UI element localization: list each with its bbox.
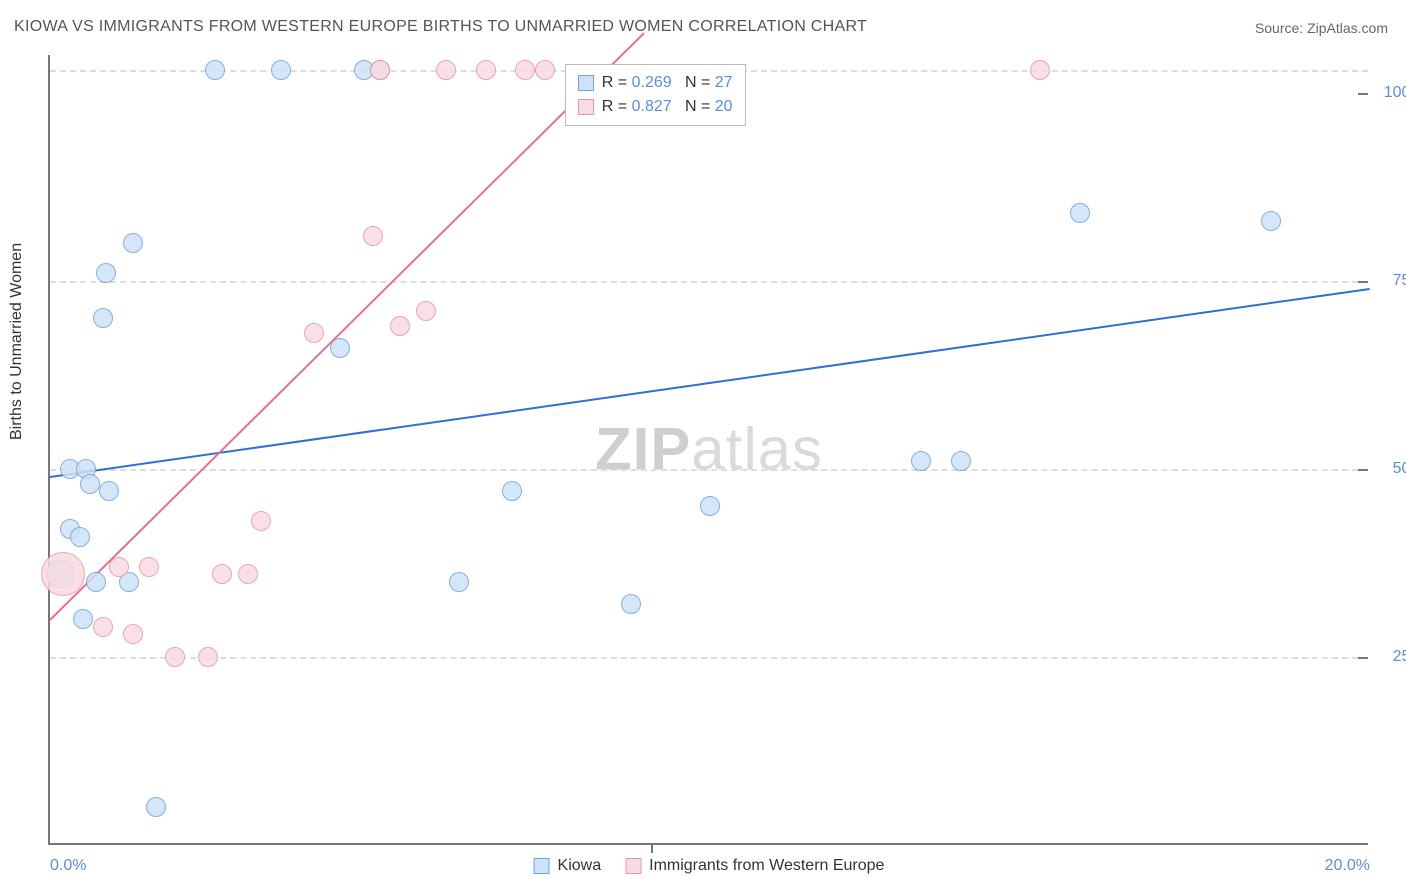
y-tick <box>1358 93 1368 95</box>
watermark-thin: atlas <box>691 416 823 483</box>
data-point <box>80 474 100 494</box>
data-point <box>165 647 185 667</box>
y-axis-title: Births to Unmarried Women <box>8 243 26 440</box>
data-point <box>304 323 324 343</box>
legend-swatch <box>578 75 594 91</box>
legend-text: R = 0.269 N = 27 <box>602 74 733 92</box>
watermark-bold: ZIP <box>595 416 691 483</box>
y-tick <box>1358 657 1368 659</box>
data-point <box>238 564 258 584</box>
data-point <box>93 617 113 637</box>
x-tick-label: 20.0% <box>1325 857 1370 875</box>
data-point <box>1030 60 1050 80</box>
data-point <box>205 60 225 80</box>
data-point <box>93 308 113 328</box>
data-point <box>515 60 535 80</box>
data-point <box>146 797 166 817</box>
data-point <box>96 263 116 283</box>
data-point <box>198 647 218 667</box>
data-point <box>363 226 383 246</box>
y-tick-label: 25.0% <box>1393 648 1406 666</box>
data-point <box>700 496 720 516</box>
data-point <box>370 60 390 80</box>
x-tick <box>651 843 653 853</box>
legend-item: Kiowa <box>534 857 602 875</box>
legend-swatch <box>578 99 594 115</box>
data-point <box>109 557 129 577</box>
legend-text: R = 0.827 N = 20 <box>602 98 733 116</box>
x-tick-label: 0.0% <box>50 857 86 875</box>
chart-title: KIOWA VS IMMIGRANTS FROM WESTERN EUROPE … <box>14 18 867 36</box>
trend-line <box>50 288 1370 478</box>
y-tick-label: 50.0% <box>1393 460 1406 478</box>
data-point <box>271 60 291 80</box>
data-point <box>476 60 496 80</box>
plot-area: ZIPatlas 25.0%50.0%75.0%100.0%0.0%20.0%R… <box>48 55 1368 845</box>
data-point <box>70 527 90 547</box>
data-point <box>330 338 350 358</box>
data-point <box>535 60 555 80</box>
data-point <box>212 564 232 584</box>
legend-row: R = 0.269 N = 27 <box>578 71 733 95</box>
y-tick <box>1358 281 1368 283</box>
data-point <box>416 301 436 321</box>
data-point <box>99 481 119 501</box>
data-point <box>436 60 456 80</box>
y-tick-label: 75.0% <box>1393 272 1406 290</box>
gridline <box>50 281 1368 283</box>
trend-line <box>49 33 644 621</box>
data-point <box>1070 203 1090 223</box>
correlation-legend: R = 0.269 N = 27 R = 0.827 N = 20 <box>565 64 746 126</box>
data-point <box>73 609 93 629</box>
gridline <box>50 469 1368 471</box>
chart-container: KIOWA VS IMMIGRANTS FROM WESTERN EUROPE … <box>0 0 1406 892</box>
data-point <box>621 594 641 614</box>
watermark: ZIPatlas <box>595 415 823 484</box>
gridline <box>50 657 1368 659</box>
data-point <box>951 451 971 471</box>
data-point <box>251 511 271 531</box>
data-point <box>139 557 159 577</box>
legend-swatch <box>534 858 550 874</box>
data-point <box>390 316 410 336</box>
data-point <box>1261 211 1281 231</box>
legend-row: R = 0.827 N = 20 <box>578 95 733 119</box>
legend-label: Kiowa <box>558 857 602 875</box>
legend-label: Immigrants from Western Europe <box>649 857 884 875</box>
series-legend: Kiowa Immigrants from Western Europe <box>534 857 885 875</box>
data-point <box>86 572 106 592</box>
data-point <box>41 552 85 596</box>
data-point <box>123 624 143 644</box>
data-point <box>123 233 143 253</box>
data-point <box>502 481 522 501</box>
legend-item: Immigrants from Western Europe <box>625 857 884 875</box>
y-tick <box>1358 469 1368 471</box>
y-tick-label: 100.0% <box>1384 84 1406 102</box>
legend-swatch <box>625 858 641 874</box>
source-label: Source: ZipAtlas.com <box>1255 20 1388 36</box>
data-point <box>449 572 469 592</box>
data-point <box>911 451 931 471</box>
